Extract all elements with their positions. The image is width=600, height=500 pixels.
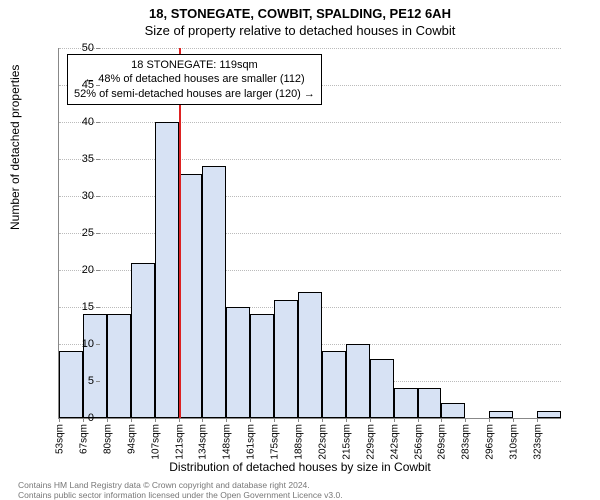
footer-line-1: Contains HM Land Registry data © Crown c… bbox=[18, 480, 343, 490]
histogram-bar bbox=[179, 174, 203, 418]
x-tick-mark bbox=[107, 418, 108, 422]
x-tick-label: 80sqm bbox=[102, 424, 113, 454]
histogram-bar bbox=[394, 388, 418, 418]
annotation-line: ← 48% of detached houses are smaller (11… bbox=[74, 72, 315, 86]
x-tick-mark bbox=[250, 418, 251, 422]
y-tick-label: 20 bbox=[54, 264, 94, 276]
y-tick-label: 50 bbox=[54, 42, 94, 54]
x-tick-label: 121sqm bbox=[174, 424, 185, 460]
x-tick-mark bbox=[346, 418, 347, 422]
footer-line-2: Contains public sector information licen… bbox=[18, 490, 343, 500]
histogram-bar bbox=[226, 307, 250, 418]
gridline bbox=[59, 233, 561, 234]
x-tick-label: 188sqm bbox=[294, 424, 305, 460]
x-tick-label: 296sqm bbox=[485, 424, 496, 460]
x-tick-label: 134sqm bbox=[198, 424, 209, 460]
annotation-line: 52% of semi-detached houses are larger (… bbox=[74, 87, 315, 101]
histogram-bar bbox=[346, 344, 370, 418]
histogram-bar bbox=[155, 122, 179, 418]
y-tick-label: 15 bbox=[54, 301, 94, 313]
x-tick-mark bbox=[226, 418, 227, 422]
x-tick-mark bbox=[441, 418, 442, 422]
histogram-bar bbox=[83, 314, 107, 418]
histogram-bar bbox=[274, 300, 298, 418]
y-tick-label: 5 bbox=[54, 375, 94, 387]
annotation-line: 18 STONEGATE: 119sqm bbox=[74, 58, 315, 72]
x-tick-label: 67sqm bbox=[78, 424, 89, 454]
histogram-bar bbox=[489, 411, 513, 418]
histogram-bar bbox=[418, 388, 442, 418]
x-tick-label: 256sqm bbox=[413, 424, 424, 460]
x-tick-mark bbox=[202, 418, 203, 422]
x-tick-mark bbox=[370, 418, 371, 422]
x-tick-mark bbox=[179, 418, 180, 422]
histogram-bar bbox=[250, 314, 274, 418]
histogram-bar bbox=[537, 411, 561, 418]
y-tick-label: 30 bbox=[54, 190, 94, 202]
gridline bbox=[59, 196, 561, 197]
x-tick-label: 283sqm bbox=[461, 424, 472, 460]
histogram-bar bbox=[202, 166, 226, 418]
x-tick-label: 323sqm bbox=[533, 424, 544, 460]
x-tick-mark bbox=[274, 418, 275, 422]
histogram-bar bbox=[441, 403, 465, 418]
chart-title-sub: Size of property relative to detached ho… bbox=[0, 21, 600, 38]
x-tick-label: 229sqm bbox=[365, 424, 376, 460]
annotation-box: 18 STONEGATE: 119sqm← 48% of detached ho… bbox=[67, 54, 322, 105]
y-tick-label: 45 bbox=[54, 79, 94, 91]
y-tick-label: 10 bbox=[54, 338, 94, 350]
x-tick-label: 161sqm bbox=[246, 424, 257, 460]
x-tick-label: 269sqm bbox=[437, 424, 448, 460]
x-axis-label: Distribution of detached houses by size … bbox=[0, 460, 600, 474]
x-tick-label: 310sqm bbox=[509, 424, 520, 460]
x-tick-mark bbox=[322, 418, 323, 422]
x-tick-mark bbox=[537, 418, 538, 422]
x-tick-label: 175sqm bbox=[270, 424, 281, 460]
x-tick-label: 242sqm bbox=[389, 424, 400, 460]
y-tick-label: 0 bbox=[54, 412, 94, 424]
x-tick-label: 53sqm bbox=[55, 424, 66, 454]
gridline bbox=[59, 159, 561, 160]
y-axis-label: Number of detached properties bbox=[8, 65, 22, 230]
gridline bbox=[59, 48, 561, 49]
plot-area: 18 STONEGATE: 119sqm← 48% of detached ho… bbox=[58, 48, 561, 419]
x-tick-label: 215sqm bbox=[341, 424, 352, 460]
x-tick-mark bbox=[465, 418, 466, 422]
y-tick-label: 25 bbox=[54, 227, 94, 239]
x-tick-mark bbox=[489, 418, 490, 422]
gridline bbox=[59, 122, 561, 123]
x-tick-mark bbox=[131, 418, 132, 422]
x-tick-mark bbox=[155, 418, 156, 422]
x-tick-label: 202sqm bbox=[317, 424, 328, 460]
histogram-bar bbox=[322, 351, 346, 418]
footer-attribution: Contains HM Land Registry data © Crown c… bbox=[18, 480, 343, 500]
x-tick-label: 94sqm bbox=[126, 424, 137, 454]
y-tick-label: 40 bbox=[54, 116, 94, 128]
histogram-bar bbox=[298, 292, 322, 418]
x-tick-mark bbox=[298, 418, 299, 422]
x-tick-label: 148sqm bbox=[222, 424, 233, 460]
histogram-bar bbox=[107, 314, 131, 418]
histogram-bar bbox=[131, 263, 155, 418]
x-tick-label: 107sqm bbox=[150, 424, 161, 460]
histogram-bar bbox=[370, 359, 394, 418]
chart-title-main: 18, STONEGATE, COWBIT, SPALDING, PE12 6A… bbox=[0, 0, 600, 21]
x-tick-mark bbox=[513, 418, 514, 422]
x-tick-mark bbox=[418, 418, 419, 422]
x-tick-mark bbox=[394, 418, 395, 422]
y-tick-label: 35 bbox=[54, 153, 94, 165]
